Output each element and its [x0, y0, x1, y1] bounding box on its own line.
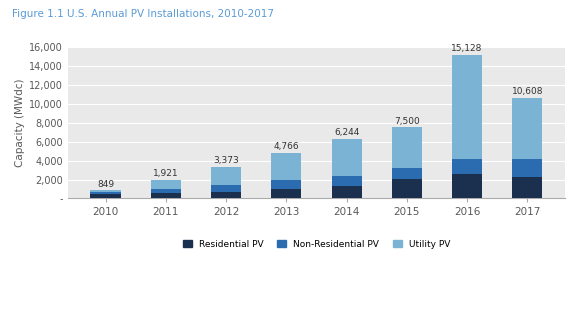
Text: 1,921: 1,921: [153, 169, 179, 178]
Bar: [151, 180, 181, 189]
Bar: [452, 174, 482, 198]
Bar: [90, 192, 121, 194]
Bar: [392, 168, 422, 179]
Text: 4,766: 4,766: [274, 143, 299, 151]
Text: 3,373: 3,373: [213, 156, 239, 165]
Bar: [90, 194, 121, 198]
Bar: [211, 185, 241, 192]
Bar: [151, 193, 181, 198]
Bar: [151, 189, 181, 193]
Bar: [332, 186, 362, 198]
Y-axis label: Capacity (MWdc): Capacity (MWdc): [15, 79, 25, 167]
Text: 7,500: 7,500: [394, 117, 420, 126]
Bar: [392, 128, 422, 168]
Text: 849: 849: [97, 179, 114, 188]
Text: 15,128: 15,128: [451, 44, 483, 53]
Bar: [271, 189, 302, 198]
Bar: [271, 180, 302, 189]
Bar: [512, 177, 542, 198]
Bar: [332, 176, 362, 186]
Bar: [90, 190, 121, 192]
Bar: [452, 159, 482, 174]
Bar: [512, 98, 542, 159]
Bar: [392, 179, 422, 198]
Bar: [452, 55, 482, 159]
Bar: [211, 167, 241, 185]
Bar: [211, 192, 241, 198]
Bar: [332, 139, 362, 176]
Legend: Residential PV, Non-Residential PV, Utility PV: Residential PV, Non-Residential PV, Util…: [179, 236, 454, 252]
Text: 6,244: 6,244: [334, 129, 359, 138]
Text: Figure 1.1 U.S. Annual PV Installations, 2010-2017: Figure 1.1 U.S. Annual PV Installations,…: [12, 9, 274, 19]
Bar: [271, 154, 302, 180]
Text: 10,608: 10,608: [512, 87, 543, 96]
Bar: [512, 159, 542, 177]
